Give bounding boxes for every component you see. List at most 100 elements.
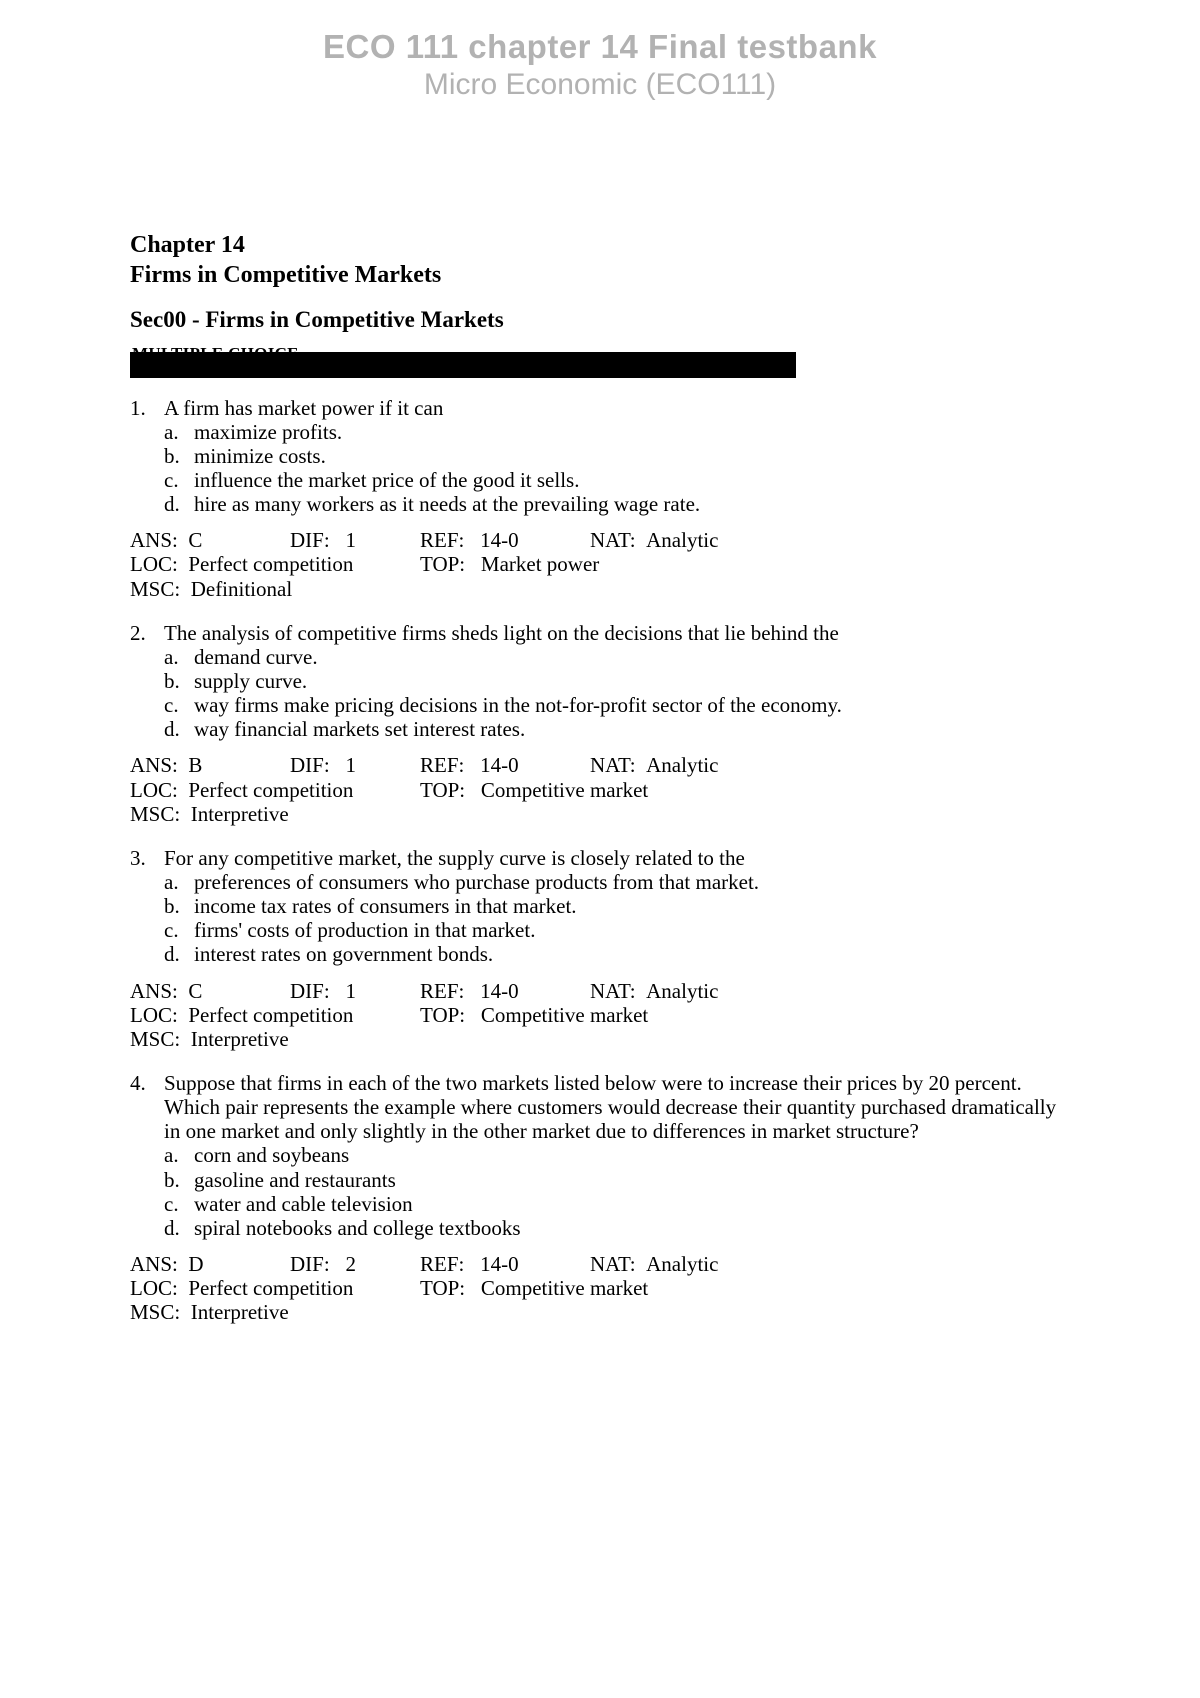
top-value: Competitive market	[481, 1276, 648, 1300]
dif-label: DIF:	[290, 528, 345, 552]
option-row: d.hire as many workers as it needs at th…	[164, 492, 1070, 516]
dif-label: DIF:	[290, 1252, 345, 1276]
nat-value: Analytic	[646, 979, 718, 1003]
options-list: a.preferences of consumers who purchase …	[164, 870, 1070, 967]
option-letter: a.	[164, 1143, 194, 1167]
option-letter: d.	[164, 717, 194, 741]
option-letter: d.	[164, 1216, 194, 1240]
dif-value: 2	[345, 1252, 356, 1276]
options-list: a.corn and soybeansb.gasoline and restau…	[164, 1143, 1070, 1240]
loc-label: LOC:	[130, 1276, 188, 1300]
meta-row: ANS: CDIF: 1REF: 14-0NAT: Analytic	[130, 528, 1070, 552]
chapter-title: Firms in Competitive Markets	[130, 262, 1070, 290]
page-header: ECO 111 chapter 14 Final testbank Micro …	[0, 0, 1200, 102]
option-text: firms' costs of production in that marke…	[194, 918, 1070, 942]
top-label: TOP:	[420, 778, 481, 802]
msc-value: Interpretive	[191, 1300, 289, 1324]
option-row: c.firms' costs of production in that mar…	[164, 918, 1070, 942]
question-text: For any competitive market, the supply c…	[164, 846, 1070, 870]
ref-value: 14-0	[480, 1252, 519, 1276]
loc-label: LOC:	[130, 1003, 188, 1027]
msc-label: MSC:	[130, 1027, 191, 1051]
dif-value: 1	[345, 753, 356, 777]
option-text: minimize costs.	[194, 444, 1070, 468]
question-stem: 3.For any competitive market, the supply…	[130, 846, 1070, 870]
top-label: TOP:	[420, 1276, 481, 1300]
option-row: b.income tax rates of consumers in that …	[164, 894, 1070, 918]
option-row: a.demand curve.	[164, 645, 1070, 669]
option-letter: b.	[164, 669, 194, 693]
loc-value: Perfect competition	[188, 1276, 353, 1300]
answer-meta: ANS: DDIF: 2REF: 14-0NAT: AnalyticLOC: P…	[130, 1252, 1070, 1324]
option-text: demand curve.	[194, 645, 1070, 669]
question-stem: 2.The analysis of competitive firms shed…	[130, 621, 1070, 645]
option-row: b.supply curve.	[164, 669, 1070, 693]
option-letter: c.	[164, 468, 194, 492]
meta-row: MSC: Definitional	[130, 577, 1070, 601]
option-text: way firms make pricing decisions in the …	[194, 693, 1070, 717]
meta-row: LOC: Perfect competitionTOP: Competitive…	[130, 1003, 1070, 1027]
msc-value: Interpretive	[191, 802, 289, 826]
dif-label: DIF:	[290, 753, 345, 777]
msc-value: Definitional	[191, 577, 292, 601]
option-row: a.maximize profits.	[164, 420, 1070, 444]
question-stem: 4.Suppose that firms in each of the two …	[130, 1071, 1070, 1143]
nat-label: NAT:	[590, 979, 646, 1003]
question-number: 2.	[130, 621, 164, 645]
nat-value: Analytic	[646, 528, 718, 552]
ref-value: 14-0	[480, 753, 519, 777]
top-value: Market power	[481, 552, 599, 576]
option-row: d.interest rates on government bonds.	[164, 942, 1070, 966]
option-text: gasoline and restaurants	[194, 1168, 1070, 1192]
question-text: A firm has market power if it can	[164, 396, 1070, 420]
question-number: 1.	[130, 396, 164, 420]
option-text: influence the market price of the good i…	[194, 468, 1070, 492]
chapter-number: Chapter 14	[130, 232, 1070, 260]
ans-value: B	[188, 753, 202, 777]
ref-label: REF:	[420, 979, 480, 1003]
meta-row: MSC: Interpretive	[130, 1027, 1070, 1051]
option-row: d.way financial markets set interest rat…	[164, 717, 1070, 741]
option-letter: a.	[164, 870, 194, 894]
top-value: Competitive market	[481, 1003, 648, 1027]
ans-label: ANS:	[130, 528, 188, 552]
meta-row: ANS: DDIF: 2REF: 14-0NAT: Analytic	[130, 1252, 1070, 1276]
ref-value: 14-0	[480, 528, 519, 552]
option-text: supply curve.	[194, 669, 1070, 693]
nat-label: NAT:	[590, 528, 646, 552]
meta-row: ANS: CDIF: 1REF: 14-0NAT: Analytic	[130, 979, 1070, 1003]
msc-label: MSC:	[130, 577, 191, 601]
option-text: hire as many workers as it needs at the …	[194, 492, 1070, 516]
option-letter: c.	[164, 693, 194, 717]
questions-list: 1.A firm has market power if it cana.max…	[130, 396, 1070, 1325]
question-text: The analysis of competitive firms sheds …	[164, 621, 1070, 645]
ref-label: REF:	[420, 1252, 480, 1276]
option-letter: c.	[164, 1192, 194, 1216]
question-number: 4.	[130, 1071, 164, 1143]
option-text: water and cable television	[194, 1192, 1070, 1216]
answer-meta: ANS: CDIF: 1REF: 14-0NAT: AnalyticLOC: P…	[130, 528, 1070, 600]
msc-value: Interpretive	[191, 1027, 289, 1051]
dif-value: 1	[345, 979, 356, 1003]
nat-label: NAT:	[590, 753, 646, 777]
meta-row: LOC: Perfect competitionTOP: Competitive…	[130, 778, 1070, 802]
nat-value: Analytic	[646, 1252, 718, 1276]
top-label: TOP:	[420, 552, 481, 576]
question: 4.Suppose that firms in each of the two …	[130, 1071, 1070, 1324]
meta-row: LOC: Perfect competitionTOP: Market powe…	[130, 552, 1070, 576]
meta-row: LOC: Perfect competition TOP: Competitive…	[130, 1276, 1070, 1300]
option-text: maximize profits.	[194, 420, 1070, 444]
meta-row: MSC: Interpretive	[130, 1300, 1070, 1324]
ans-value: C	[188, 528, 202, 552]
header-subtitle: Micro Economic (ECO111)	[0, 68, 1200, 102]
ref-label: REF:	[420, 528, 480, 552]
option-row: c.water and cable television	[164, 1192, 1070, 1216]
question-stem: 1.A firm has market power if it can	[130, 396, 1070, 420]
ref-value: 14-0	[480, 979, 519, 1003]
loc-value: Perfect competition	[188, 778, 353, 802]
options-list: a.demand curve.b.supply curve.c.way firm…	[164, 645, 1070, 742]
option-row: b.minimize costs.	[164, 444, 1070, 468]
question-text: Suppose that firms in each of the two ma…	[164, 1071, 1070, 1143]
option-letter: b.	[164, 1168, 194, 1192]
option-row: a.corn and soybeans	[164, 1143, 1070, 1167]
